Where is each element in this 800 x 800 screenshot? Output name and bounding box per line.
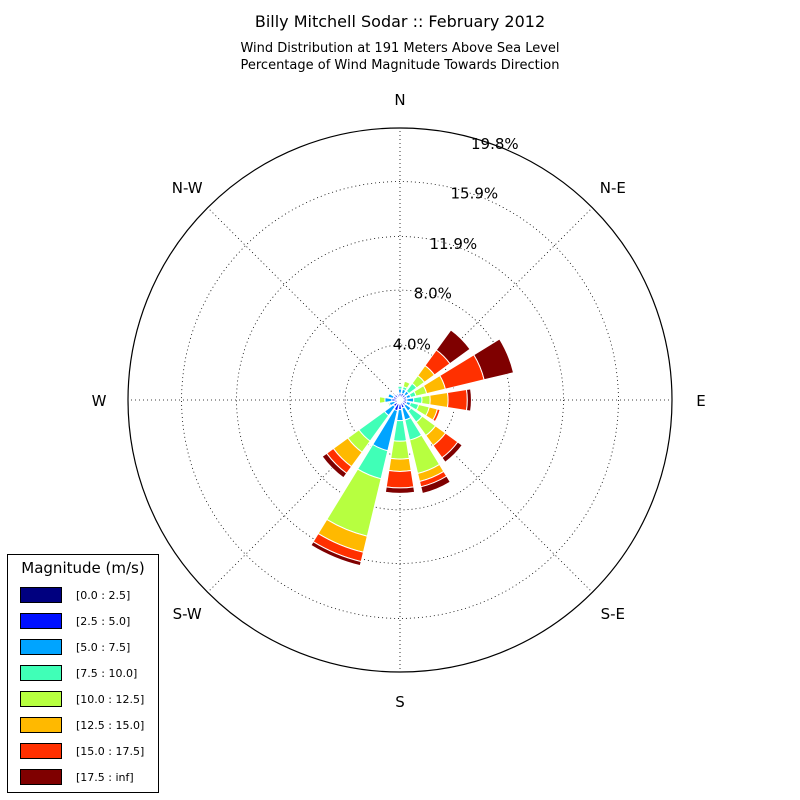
direction-label-s-w: S-W — [173, 605, 202, 623]
bar-dir-202.5-bin-8 — [310, 541, 362, 567]
legend-swatch — [20, 717, 62, 733]
legend-label: [5.0 : 7.5] — [76, 641, 131, 654]
grid-ring-3 — [236, 236, 564, 564]
bar-dir-22.5-bin-5 — [402, 380, 411, 389]
bar-dir-225-bin-8 — [321, 452, 348, 479]
bar-dir-180-bin-4 — [392, 419, 408, 442]
spoke-s-w — [207, 399, 401, 593]
direction-label-n: N — [394, 91, 405, 109]
wind-rose-bars — [310, 329, 515, 567]
legend-swatch — [20, 613, 62, 629]
grid-ring-4 — [181, 181, 619, 619]
legend-swatch — [20, 587, 62, 603]
bar-dir-247.5-bin-4 — [387, 401, 392, 408]
direction-label-n-w: N-W — [172, 179, 203, 197]
bar-dir-112.5-bin-7 — [432, 408, 441, 423]
bar-dir-292.5-bin-3 — [387, 392, 395, 399]
direction-label-w: W — [92, 392, 107, 410]
bar-dir-157.5-bin-8 — [420, 475, 451, 495]
bar-dir-67.5-bin-8 — [473, 338, 515, 381]
polar-grid — [127, 127, 673, 673]
legend-swatch — [20, 743, 62, 759]
legend-swatch — [20, 665, 62, 681]
bar-dir-180-bin-5 — [390, 440, 410, 460]
spoke-n-e — [399, 207, 593, 401]
legend-swatch — [20, 639, 62, 655]
direction-label-e: E — [696, 392, 705, 410]
radial-tick-label: 15.9% — [451, 184, 499, 202]
bar-dir-270-bin-3 — [384, 397, 393, 403]
bar-dir-90-bin-5 — [421, 394, 431, 406]
bar-dir-90-bin-8 — [465, 388, 472, 412]
legend-label: [15.0 : 17.5] — [76, 745, 145, 758]
bar-dir-90-bin-7 — [446, 388, 468, 412]
legend-label: [0.0 : 2.5] — [76, 589, 131, 602]
bar-dir-90-bin-4 — [412, 395, 423, 405]
grid-ring-2 — [289, 289, 511, 511]
bar-dir-270-bin-5 — [378, 396, 386, 404]
radial-tick-label: 4.0% — [393, 335, 431, 353]
spoke-s-e — [399, 399, 593, 593]
radial-tick-label: 19.8% — [471, 135, 519, 153]
chart-subtitle-line-1: Wind Distribution at 191 Meters Above Se… — [240, 41, 560, 56]
bar-dir-135-bin-8 — [441, 441, 463, 463]
bar-dir-180-bin-6 — [388, 457, 412, 472]
legend-label: [12.5 : 15.0] — [76, 719, 145, 732]
radial-tick-label: 11.9% — [429, 235, 477, 253]
legend-label: [17.5 : inf] — [76, 771, 134, 784]
legend-label: [7.5 : 10.0] — [76, 667, 138, 680]
legend-label: [10.0 : 12.5] — [76, 693, 145, 706]
outer-ring — [127, 127, 673, 673]
legend-swatch — [20, 691, 62, 707]
direction-label-s: S — [395, 693, 405, 711]
legend-swatch — [20, 769, 62, 785]
bar-dir-45-bin-8 — [435, 329, 471, 365]
chart-subtitle-line-2: Percentage of Wind Magnitude Towards Dir… — [240, 58, 560, 73]
bar-dir-180-bin-7 — [385, 469, 415, 489]
bar-dir-0-bin-3 — [397, 388, 403, 394]
bar-dir-337.5-bin-3 — [395, 392, 400, 397]
axis-labels: 4.0% 8.0% 11.9% 15.9% 19.8% N N-E E S-E S S-W W N-W — [92, 91, 706, 711]
legend-title: Magnitude (m/s) — [21, 559, 145, 577]
bar-dir-315-bin-3 — [392, 392, 397, 397]
radial-tick-label: 8.0% — [414, 285, 452, 303]
legend-label: [2.5 : 5.0] — [76, 615, 131, 628]
bar-dir-180-bin-8 — [384, 486, 416, 494]
chart-title: Billy Mitchell Sodar :: February 2012 — [254, 12, 546, 31]
bar-dir-0-bin-4 — [397, 385, 403, 390]
bar-dir-90-bin-6 — [429, 391, 449, 409]
direction-label-n-e: N-E — [600, 179, 626, 197]
legend: Magnitude (m/s) [0.0 : 2.5] [2.5 : 5.0] [5… — [7, 554, 159, 793]
spoke-n-w — [207, 207, 401, 401]
direction-label-s-e: S-E — [601, 605, 625, 623]
